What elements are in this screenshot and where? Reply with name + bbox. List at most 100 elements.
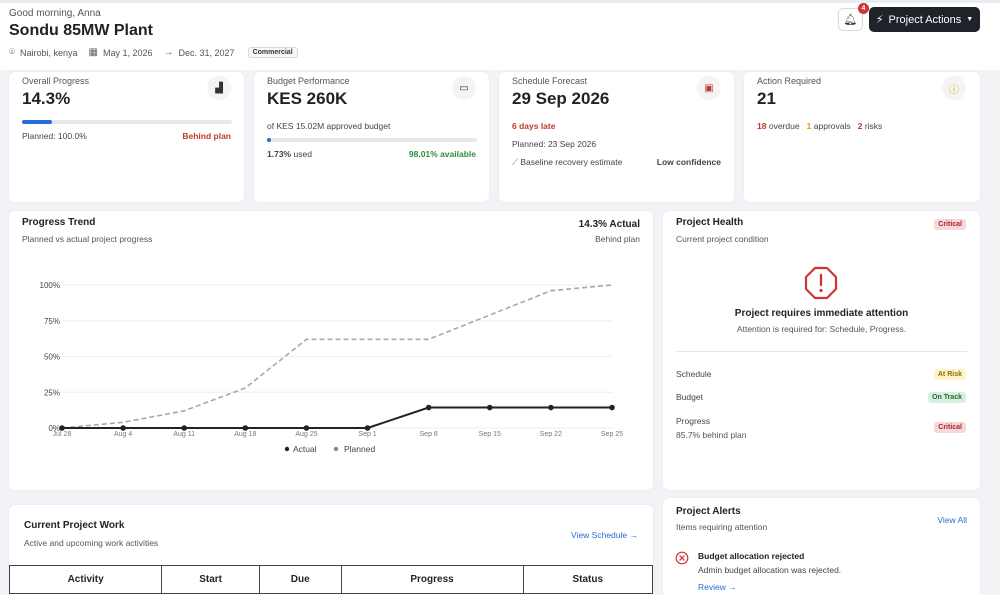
section-title: Project Health xyxy=(676,217,744,228)
progress-trend-chart: 0% 25% 50% 75% 100% Jul 28 Aug 4 Aug 11 Aug 18 Au… xyxy=(40,281,624,454)
section-title: Current Project Work xyxy=(24,520,125,531)
lightning-icon: ⚡︎ xyxy=(875,14,884,26)
location-pin-icon: ⌾ xyxy=(9,47,15,58)
health-detail: Attention is required for: Schedule, Pro… xyxy=(736,324,907,334)
arrow-right-icon: → xyxy=(163,47,174,58)
x-tick-label: Aug 18 xyxy=(234,431,256,438)
kpi-value: KES 260K xyxy=(267,89,348,108)
recovery-estimate-label: Baseline recovery estimate xyxy=(520,157,623,167)
section-title: Project Alerts xyxy=(676,506,741,517)
column-header-progress[interactable]: Progress xyxy=(340,565,524,594)
arrow-right-icon: → xyxy=(629,530,639,540)
column-header-due[interactable]: Due xyxy=(258,565,342,594)
project-type-badge: Commercial xyxy=(247,47,298,58)
health-row-sub: 85.7% behind plan xyxy=(676,430,747,440)
progress-trend-card: Progress Trend Planned vs actual project… xyxy=(9,211,653,490)
budget-used-fill xyxy=(267,138,271,142)
section-subtitle: Active and upcoming work activities xyxy=(24,538,159,548)
section-subtitle: Current project condition xyxy=(676,234,769,244)
x-tick-label: Sep 8 xyxy=(420,431,438,438)
notification-count-badge: 4 xyxy=(858,3,869,14)
actual-data-point xyxy=(548,404,554,411)
page-title: Sondu 85MW Plant xyxy=(9,22,153,39)
kpi-value: 14.3% xyxy=(22,89,71,108)
view-schedule-link[interactable]: View Schedule → xyxy=(571,530,638,540)
column-header-start[interactable]: Start xyxy=(161,565,260,594)
actual-data-point xyxy=(303,425,310,431)
arrow-right-icon: → xyxy=(728,582,737,592)
legend-label-actual: Actual xyxy=(293,444,317,454)
health-row-badge: Critical xyxy=(934,422,966,433)
recovery-estimate-text: ⟋ Baseline recovery estimate xyxy=(512,157,622,168)
health-row-label: Budget xyxy=(676,392,703,402)
y-tick-label: 100% xyxy=(40,281,60,290)
y-tick-label: 50% xyxy=(44,353,60,362)
kpi-value: 29 Sep 2026 xyxy=(512,89,610,108)
budget-used-suffix: used xyxy=(293,149,312,159)
section-subtitle: Items requiring attention xyxy=(676,522,768,532)
actual-data-point xyxy=(59,425,65,431)
calendar-icon: ▦ xyxy=(88,47,98,58)
alert-review-link[interactable]: Review → xyxy=(698,582,737,592)
health-row-badge: At Risk xyxy=(933,369,966,380)
schedule-planned-text: Planned: 23 Sep 2026 xyxy=(512,139,597,149)
trend-line-icon: ⟋ xyxy=(512,157,518,167)
planned-progress-text: Planned: 100.0% xyxy=(22,131,87,141)
legend-marker-planned xyxy=(333,446,339,452)
calendar-alert-icon: ▣ xyxy=(697,76,721,100)
divider xyxy=(676,351,967,352)
column-header-activity[interactable]: Activity xyxy=(8,565,163,594)
review-label: Review xyxy=(698,582,726,592)
kpi-schedule-forecast: Schedule Forecast 29 Sep 2026 ▣ 6 days l… xyxy=(499,72,734,202)
kpi-label: Action Required xyxy=(757,76,822,86)
x-tick-label: Aug 11 xyxy=(173,431,195,438)
project-end-date: Dec. 31, 2027 xyxy=(178,47,235,58)
project-location: Nairobi, kenya xyxy=(20,47,78,58)
health-row-label: Schedule xyxy=(676,369,712,379)
approvals-count: 1 xyxy=(806,121,812,131)
project-actions-button[interactable]: ⚡︎ Project Actions ▼ xyxy=(869,7,980,32)
work-table: Activity Start Due Progress Status xyxy=(8,565,653,594)
section-title: Progress Trend xyxy=(22,217,96,228)
column-header-status[interactable]: Status xyxy=(522,565,653,594)
overdue-count: 18 xyxy=(757,121,767,131)
health-row-badge: On Track xyxy=(928,392,966,403)
notifications-button[interactable]: 🔔︎ xyxy=(838,8,863,31)
actual-data-point xyxy=(486,404,493,411)
caret-down-icon: ▼ xyxy=(966,16,974,23)
project-alerts-card: Project Alerts Items requiring attention… xyxy=(663,498,980,595)
alert-title: Budget allocation rejected xyxy=(698,551,805,561)
project-actions-label: Project Actions xyxy=(888,13,962,26)
risks-count: 2 xyxy=(857,121,863,131)
error-circle-icon xyxy=(675,551,689,565)
project-meta: ⌾ Nairobi, kenya ▦ May 1, 2026 → Dec. 31… xyxy=(9,47,298,58)
actual-data-point xyxy=(120,425,126,431)
actual-progress-value: 14.3% Actual xyxy=(578,219,640,230)
x-tick-label: Aug 25 xyxy=(295,431,317,438)
wallet-icon: ▭ xyxy=(452,76,476,100)
actions-breakdown: 18 overdue 1 approvals 2 risks xyxy=(757,121,882,131)
kpi-label: Schedule Forecast xyxy=(512,76,588,86)
progress-status-text: Behind plan xyxy=(182,131,231,141)
budget-used-bar xyxy=(267,138,477,142)
x-tick-label: Aug 4 xyxy=(114,431,132,438)
y-tick-label: 0% xyxy=(48,424,60,433)
info-circle-icon: ⓘ xyxy=(942,76,966,100)
kpi-action-required: Action Required 2 1 ⓘ 18 overdue 1 approv… xyxy=(744,72,980,202)
x-tick-label: Sep 1 xyxy=(358,431,376,438)
x-tick-label: Jul 28 xyxy=(53,431,72,438)
table-header-row: Activity Start Due Progress Status xyxy=(8,565,653,594)
view-schedule-label: View Schedule xyxy=(571,530,628,540)
risks-label: risks xyxy=(864,121,883,131)
health-status-badge: Critical xyxy=(934,219,966,230)
legend-label-planned: Planned xyxy=(344,444,375,454)
x-tick-label: Sep 15 xyxy=(479,431,501,438)
view-all-alerts-link[interactable]: View All xyxy=(937,515,967,525)
x-tick-label: Sep 22 xyxy=(540,431,562,438)
legend-marker-actual xyxy=(284,446,290,452)
actual-series-line xyxy=(62,406,612,429)
top-header xyxy=(0,0,1000,70)
alert-detail: Admin budget allocation was rejected. xyxy=(698,565,842,575)
actual-data-point xyxy=(242,425,249,431)
actual-data-point xyxy=(364,425,371,431)
